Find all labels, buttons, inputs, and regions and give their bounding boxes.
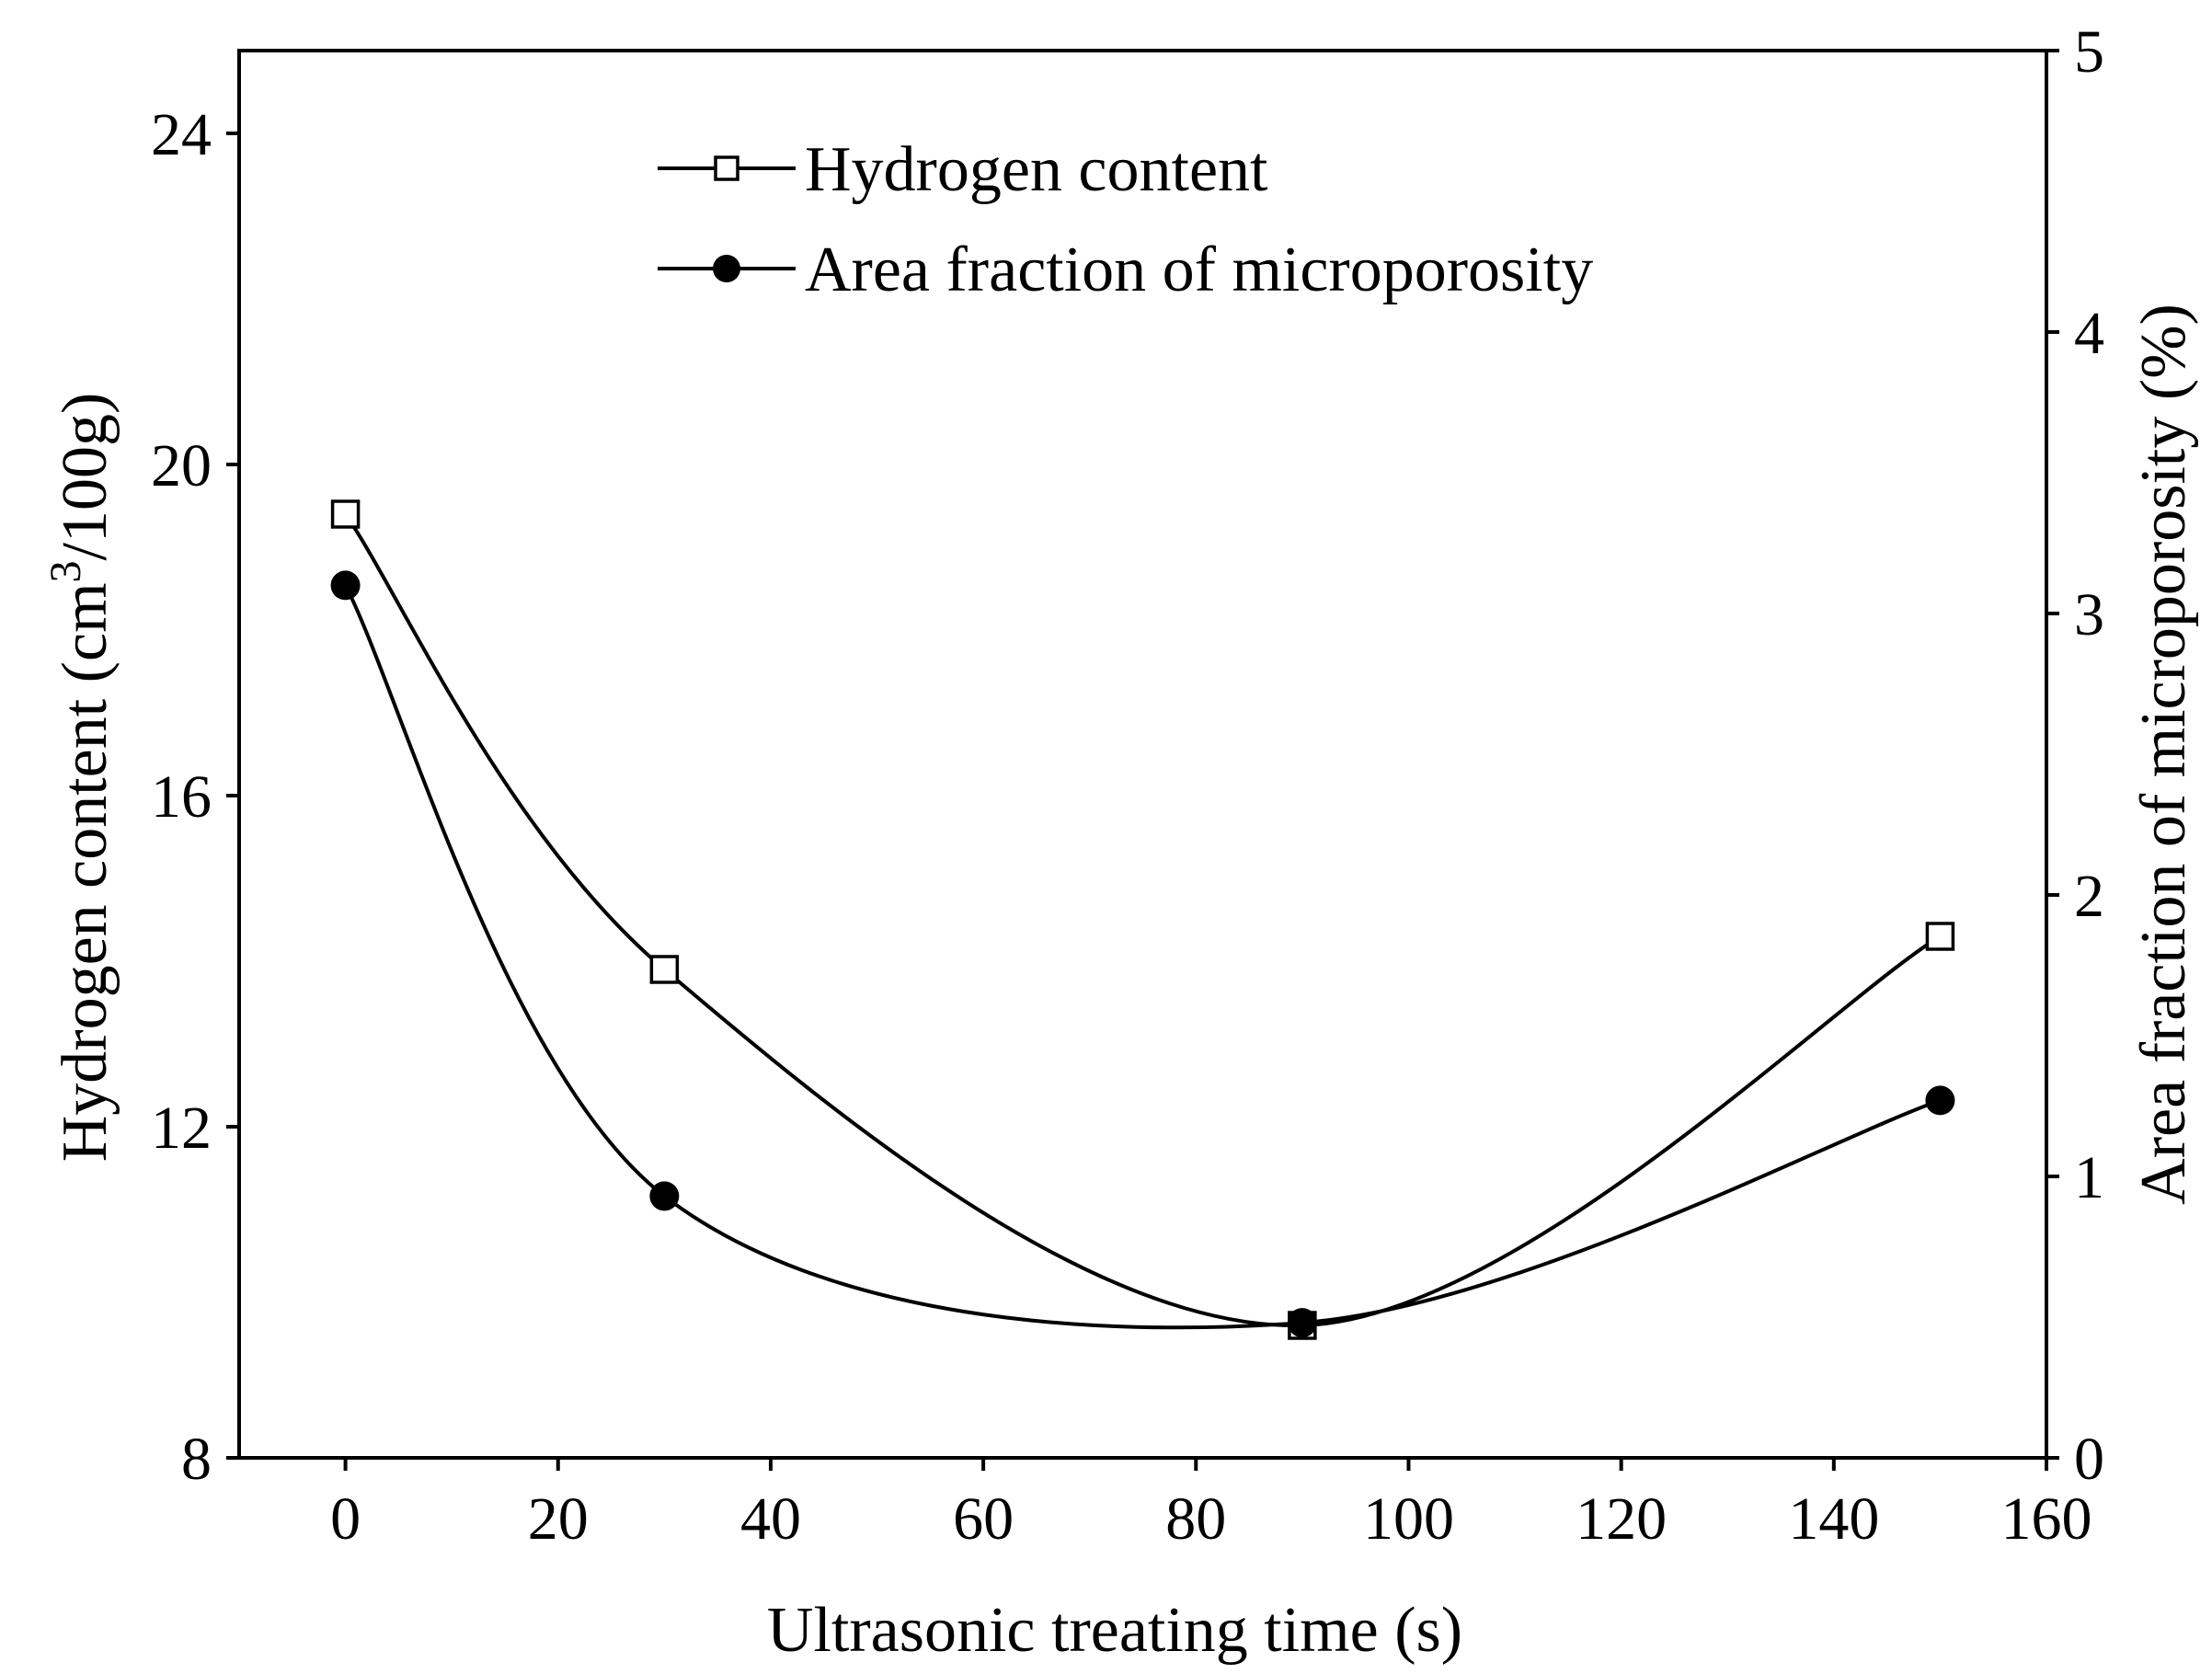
right-y-tick-label: 5: [2074, 18, 2104, 86]
right-y-tick-label: 2: [2074, 863, 2104, 930]
microporosity-data-point: [1287, 1308, 1317, 1338]
x-tick-label: 80: [1165, 1485, 1226, 1553]
left-y-tick-label: 24: [151, 101, 212, 168]
hydrogen-data-point: [649, 955, 680, 984]
legend-label-hydrogen: Hydrogen content: [805, 134, 1268, 205]
left-y-axis-label-suffix: /100g): [50, 393, 120, 561]
legend-label-microporosity: Area fraction of microporosity: [805, 235, 1593, 305]
x-tick-label: 40: [740, 1485, 801, 1553]
x-axis-ticks: 0 20 40 60 80 100 120 140 160: [330, 1458, 2092, 1553]
legend: Hydrogen content Area fraction of microp…: [658, 134, 1593, 305]
microporosity-data-point: [649, 1181, 680, 1211]
left-y-tick-label: 20: [151, 432, 212, 499]
legend-marker-hydrogen: [714, 155, 739, 181]
x-tick-label: 0: [330, 1485, 361, 1553]
right-y-tick-label: 1: [2074, 1144, 2104, 1211]
plot-frame: [237, 49, 2048, 1460]
right-y-axis-label: Area fraction of microporosity (%): [2128, 304, 2199, 1205]
left-y-axis-ticks: 8 12 16 20 24: [151, 101, 239, 1493]
left-y-axis-label: Hydrogen content (cm3/100g): [41, 393, 120, 1163]
left-y-tick-label: 8: [181, 1426, 212, 1493]
x-tick-label: 160: [2001, 1485, 2092, 1553]
x-tick-label: 60: [953, 1485, 1014, 1553]
right-y-tick-label: 3: [2074, 581, 2104, 648]
microporosity-data-point: [330, 570, 361, 601]
x-tick-label: 20: [528, 1485, 589, 1553]
x-tick-label: 120: [1576, 1485, 1667, 1553]
right-y-tick-label: 0: [2074, 1426, 2104, 1493]
series-line-1: [343, 584, 1942, 1330]
hydrogen-data-point: [1925, 922, 1955, 951]
hydrogen-data-point: [330, 499, 361, 529]
right-y-axis-ticks: 0 1 2 3 4 5: [2046, 18, 2104, 1493]
series-lines: [343, 512, 1942, 1330]
right-y-tick-label: 4: [2074, 300, 2104, 367]
legend-marker-microporosity: [713, 255, 740, 282]
microporosity-data-point: [1925, 1085, 1955, 1116]
left-y-axis-label-superscript: 3: [41, 560, 90, 582]
left-y-tick-label: 12: [151, 1095, 212, 1162]
x-tick-label: 140: [1788, 1485, 1879, 1553]
x-axis-label: Ultrasonic treating time (s): [767, 1595, 1462, 1666]
legend-entry-microporosity: Area fraction of microporosity: [658, 235, 1593, 305]
x-tick-label: 100: [1363, 1485, 1454, 1553]
series-line-0: [343, 512, 1942, 1328]
left-y-tick-label: 16: [151, 763, 212, 831]
series-markers: [330, 499, 1955, 1340]
left-y-axis-label-prefix: Hydrogen content (cm: [50, 582, 120, 1162]
legend-entry-hydrogen: Hydrogen content: [658, 134, 1268, 205]
